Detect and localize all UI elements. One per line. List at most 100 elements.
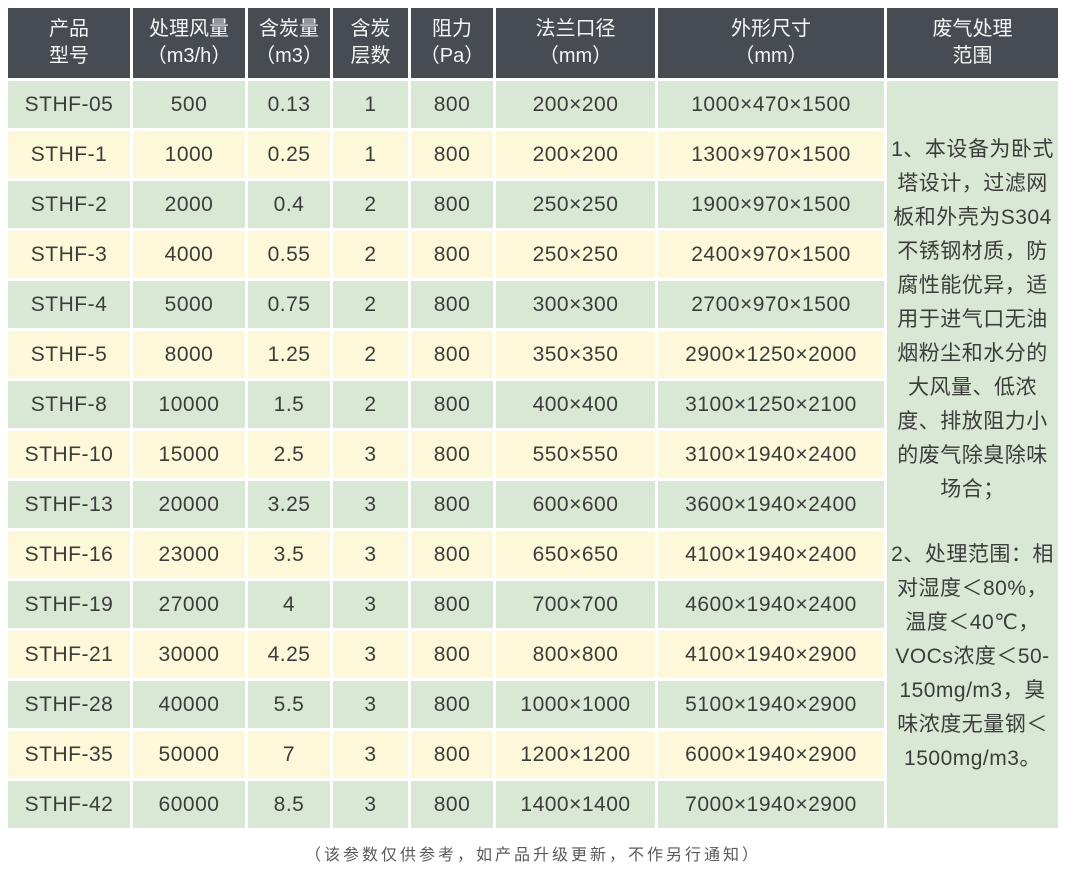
value-cell: 800 xyxy=(411,181,493,228)
header-line: 层数 xyxy=(350,45,391,67)
value-cell: 4600×1940×2400 xyxy=(658,581,884,628)
model-cell: STHF-4 xyxy=(8,281,130,328)
value-cell: 2 xyxy=(333,181,408,228)
value-cell: 1400×1400 xyxy=(496,781,655,828)
value-cell: 3.25 xyxy=(248,481,330,528)
value-cell: 2400×970×1500 xyxy=(658,231,884,278)
model-cell: STHF-8 xyxy=(8,381,130,428)
value-cell: 650×650 xyxy=(496,531,655,578)
value-cell: 1000 xyxy=(133,131,245,178)
notes-paragraph-2: 2、处理范围：相对湿度＜80%，温度＜40℃，VOCs浓度＜50-150mg/m… xyxy=(891,543,1054,771)
value-cell: 1.25 xyxy=(248,331,330,378)
model-cell: STHF-28 xyxy=(8,681,130,728)
model-cell: STHF-13 xyxy=(8,481,130,528)
table-row: STHF-35 50000 7 3 800 1200×1200 6000×1940×2900 xyxy=(8,731,1058,778)
header-resistance: 阻力 （Pa） xyxy=(411,8,493,78)
table-header-row: 产品 型号 处理风量 （m3/h） 含炭量 （m3） 含炭 层数 阻力 （P xyxy=(8,8,1058,78)
value-cell: 30000 xyxy=(133,631,245,678)
value-cell: 200×200 xyxy=(496,81,655,128)
value-cell: 250×250 xyxy=(496,231,655,278)
value-cell: 300×300 xyxy=(496,281,655,328)
value-cell: 4 xyxy=(248,581,330,628)
model-cell: STHF-19 xyxy=(8,581,130,628)
value-cell: 800 xyxy=(411,81,493,128)
table-row: STHF-8 10000 1.5 2 800 400×400 3100×1250×2100 xyxy=(8,381,1058,428)
value-cell: 0.4 xyxy=(248,181,330,228)
value-cell: 2 xyxy=(333,231,408,278)
value-cell: 3600×1940×2400 xyxy=(658,481,884,528)
value-cell: 250×250 xyxy=(496,181,655,228)
value-cell: 60000 xyxy=(133,781,245,828)
value-cell: 3 xyxy=(333,531,408,578)
table-row: STHF-3 4000 0.55 2 800 250×250 2400×970×1500 xyxy=(8,231,1058,278)
value-cell: 200×200 xyxy=(496,131,655,178)
value-cell: 600×600 xyxy=(496,481,655,528)
header-line: （Pa） xyxy=(419,45,485,67)
value-cell: 800 xyxy=(411,231,493,278)
value-cell: 4.25 xyxy=(248,631,330,678)
value-cell: 2.5 xyxy=(248,431,330,478)
value-cell: 800 xyxy=(411,631,493,678)
value-cell: 6000×1940×2900 xyxy=(658,731,884,778)
header-line: 含炭量 xyxy=(259,18,319,40)
product-spec-table: 产品 型号 处理风量 （m3/h） 含炭量 （m3） 含炭 层数 阻力 （P xyxy=(5,5,1061,831)
value-cell: 10000 xyxy=(133,381,245,428)
header-product-model: 产品 型号 xyxy=(8,8,130,78)
value-cell: 3 xyxy=(333,481,408,528)
value-cell: 350×350 xyxy=(496,331,655,378)
value-cell: 8000 xyxy=(133,331,245,378)
table-body: STHF-05 500 0.13 1 800 200×200 1000×470×1500 1、… xyxy=(8,81,1058,828)
header-line: 法兰口径 xyxy=(535,18,616,40)
table-row: STHF-1 1000 0.25 1 800 200×200 1300×970×1500 xyxy=(8,131,1058,178)
model-cell: STHF-35 xyxy=(8,731,130,778)
value-cell: 7000×1940×2900 xyxy=(658,781,884,828)
model-cell: STHF-2 xyxy=(8,181,130,228)
value-cell: 800 xyxy=(411,381,493,428)
value-cell: 3 xyxy=(333,781,408,828)
value-cell: 2900×1250×2000 xyxy=(658,331,884,378)
value-cell: 800 xyxy=(411,131,493,178)
value-cell: 0.75 xyxy=(248,281,330,328)
value-cell: 800 xyxy=(411,331,493,378)
header-flange-diameter: 法兰口径 （mm） xyxy=(496,8,655,78)
value-cell: 800 xyxy=(411,281,493,328)
value-cell: 400×400 xyxy=(496,381,655,428)
value-cell: 4100×1940×2400 xyxy=(658,531,884,578)
model-cell: STHF-5 xyxy=(8,331,130,378)
value-cell: 50000 xyxy=(133,731,245,778)
header-line: （mm） xyxy=(734,45,808,67)
value-cell: 800 xyxy=(411,731,493,778)
header-line: 废气处理 xyxy=(932,18,1013,40)
model-cell: STHF-21 xyxy=(8,631,130,678)
value-cell: 800 xyxy=(411,431,493,478)
value-cell: 2 xyxy=(333,281,408,328)
notes-cell: 1、本设备为卧式塔设计，过滤网板和外壳为S304不锈钢材质，防腐性能优异，适用于… xyxy=(887,81,1058,828)
value-cell: 4100×1940×2900 xyxy=(658,631,884,678)
value-cell: 3 xyxy=(333,581,408,628)
table-row: STHF-19 27000 4 3 800 700×700 4600×1940×2400 xyxy=(8,581,1058,628)
value-cell: 800 xyxy=(411,531,493,578)
value-cell: 5100×1940×2900 xyxy=(658,681,884,728)
header-line: （m3） xyxy=(255,45,323,67)
header-treatment-scope: 废气处理 范围 xyxy=(887,8,1058,78)
header-line: （m3/h） xyxy=(146,45,232,67)
header-carbon-layers: 含炭 层数 xyxy=(333,8,408,78)
model-cell: STHF-42 xyxy=(8,781,130,828)
table-row: STHF-10 15000 2.5 3 800 550×550 3100×1940×2400 xyxy=(8,431,1058,478)
model-cell: STHF-16 xyxy=(8,531,130,578)
table-row: STHF-21 30000 4.25 3 800 800×800 4100×1940×290… xyxy=(8,631,1058,678)
value-cell: 5000 xyxy=(133,281,245,328)
header-air-volume: 处理风量 （m3/h） xyxy=(133,8,245,78)
value-cell: 0.13 xyxy=(248,81,330,128)
value-cell: 1200×1200 xyxy=(496,731,655,778)
value-cell: 500 xyxy=(133,81,245,128)
value-cell: 3 xyxy=(333,431,408,478)
footer-disclaimer: （该参数仅供参考，如产品升级更新，不作另行通知） xyxy=(304,845,761,864)
value-cell: 800 xyxy=(411,581,493,628)
model-cell: STHF-1 xyxy=(8,131,130,178)
value-cell: 0.55 xyxy=(248,231,330,278)
header-outer-dimensions: 外形尺寸 （mm） xyxy=(658,8,884,78)
value-cell: 0.25 xyxy=(248,131,330,178)
model-cell: STHF-3 xyxy=(8,231,130,278)
